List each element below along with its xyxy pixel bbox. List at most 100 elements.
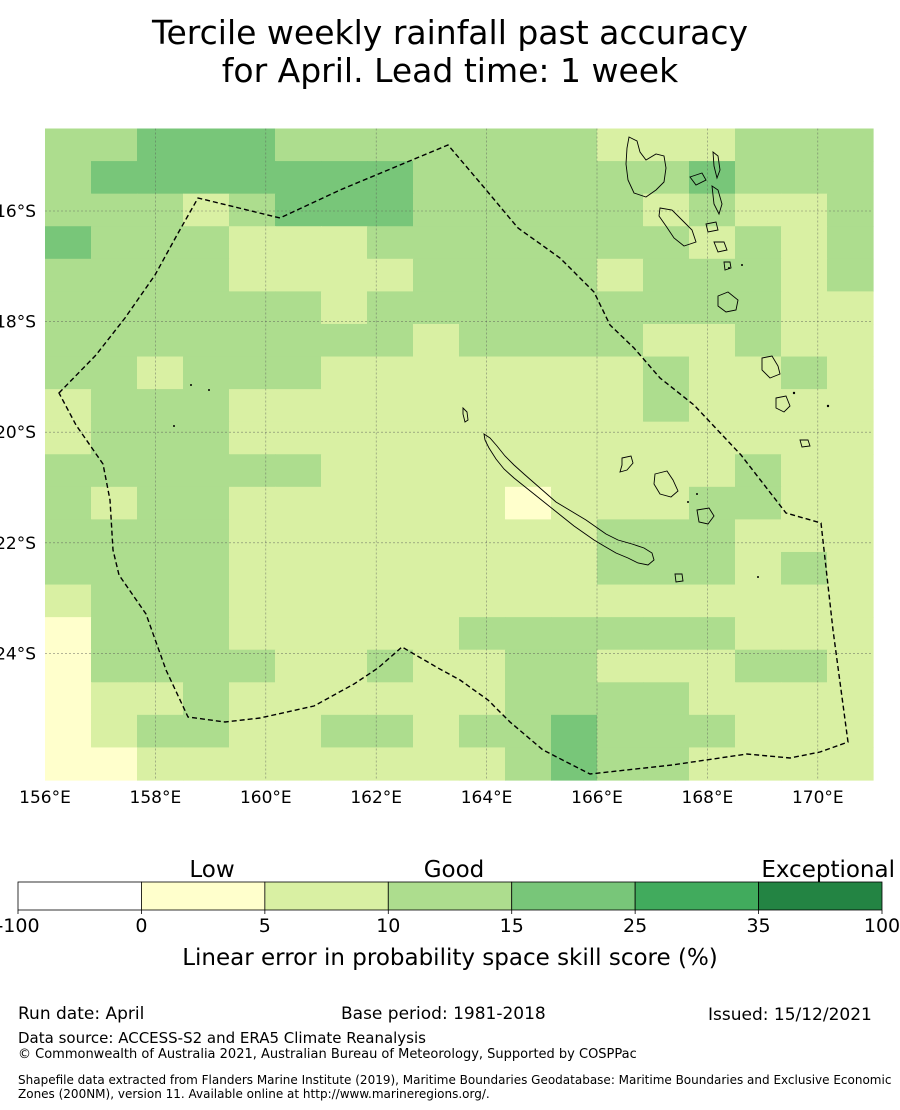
grid-cell [229,682,276,716]
grid-cell [91,682,138,716]
grid-cell [643,421,690,455]
islet [687,501,689,503]
islet [757,576,759,578]
lifou-island [653,470,679,498]
grid-cell [413,551,460,586]
grid-cell [689,454,736,488]
grid-cell [459,421,506,455]
grid-cell [321,551,368,586]
grid-cell [551,258,598,292]
grid-cell [229,421,276,455]
grid-cell [183,291,230,325]
islet [741,264,743,266]
grid-cell [505,291,552,325]
grid-cell [827,454,874,488]
grid-cell [827,258,874,292]
grid-cell [321,649,368,683]
grid-cell [321,714,368,749]
grid-cell [827,551,874,586]
grid-cell [413,747,460,781]
grid-cell [735,258,782,292]
grid-cell [321,682,368,716]
grid-cell [45,128,92,162]
grid-cell [183,519,230,553]
grid-cell [275,682,322,716]
grid-cell [689,356,736,390]
grid-cell [137,226,184,260]
grid-cell [505,454,552,488]
grid-cell [45,584,92,618]
grid-cell [413,128,460,162]
grid-cell [137,193,184,227]
grid-cell [137,356,184,390]
y-tick-label: 16°S [0,202,36,222]
grid-cell [413,714,460,749]
colorbar-bin [264,881,389,911]
grid-cell [183,551,230,586]
grid-cell [505,682,552,716]
grid-cell [183,617,230,651]
espiritu-santo-island [625,136,667,198]
grid-cell [321,258,368,292]
maewo-island [712,151,721,180]
grid-cell [689,649,736,683]
grid-cell [367,226,414,260]
grid-cell [367,161,414,195]
grid-cell [321,617,368,651]
islet [208,389,210,391]
grid-cell [45,551,92,586]
grid-cell [827,486,874,521]
grid-cell [643,193,690,227]
grid-cell [643,161,690,195]
grid-cell [597,617,644,651]
grid-cell [781,193,828,227]
colorbar: -100 0 5 10 15 25 35 100 Low Good Exceptional Linea… [0,857,900,971]
grid-cell [183,714,230,749]
grid-cell [275,714,322,749]
grid-cell [45,356,92,390]
grid-cell [45,323,92,358]
grid-cell [597,323,644,358]
grid-cell [459,519,506,553]
grid-cell [735,226,782,260]
grid-cell [137,389,184,423]
grid-cell [45,226,92,260]
grid-cell [597,551,644,586]
grid-cell [643,714,690,749]
grid-cell [735,584,782,618]
grid-cell [321,747,368,781]
grid-cell [413,649,460,683]
grid-cell [827,161,874,195]
grid-cell [551,649,598,683]
colorbar-bin [387,881,513,911]
grid-cell [183,421,230,455]
grid-cell [597,486,644,521]
grid-cell [781,454,828,488]
grid-cell [45,258,92,292]
grid-cell [551,714,598,749]
grid-cell [229,747,276,781]
grid-cell [275,649,322,683]
grid-cell [413,584,460,618]
grid-cell [91,193,138,227]
grid-cell [689,682,736,716]
grid-cell [183,323,230,358]
grid-cell [275,617,322,651]
eez-boundary [58,144,849,775]
grid-cell [597,714,644,749]
grid-cell [91,584,138,618]
x-tick-label: 162°E [350,788,402,808]
colorbar-bin [758,881,883,911]
ouvea-island [619,455,634,473]
grid-cell [735,682,782,716]
epi-island [713,241,728,253]
grid-cell [275,161,322,195]
grid-cell [827,421,874,455]
islet [696,493,698,495]
grid-cell [275,421,322,455]
grid-cell [827,519,874,553]
colorbar-category-label: Exceptional [761,857,895,883]
title-line-2: for April. Lead time: 1 week [221,51,679,90]
grid-cell [183,389,230,423]
